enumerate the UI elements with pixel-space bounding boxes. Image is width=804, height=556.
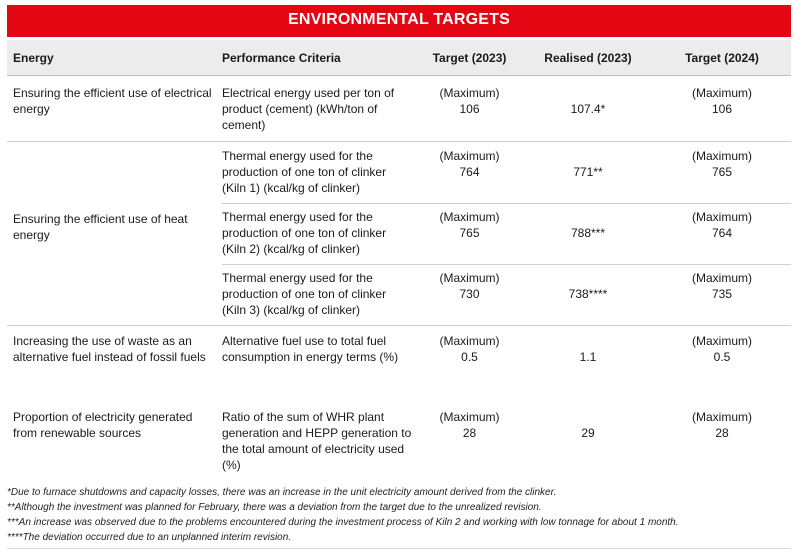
table-row: Ensuring the efficient use of electrical… (7, 85, 791, 140)
energy-cell: Proportion of electricity generated from… (13, 410, 193, 440)
header-target-2024: Target (2024) (685, 51, 759, 65)
criteria-cell: Thermal energy used for the production o… (222, 271, 387, 317)
page-title: ENVIRONMENTAL TARGETS (7, 5, 791, 37)
target-2023-cell: (Maximum) 730 (439, 271, 500, 301)
criteria-cell: Ratio of the sum of WHR plant generation… (222, 410, 412, 472)
row-divider (222, 203, 791, 204)
criteria-cell: Alternative fuel use to total fuel consu… (222, 334, 399, 364)
target-2024-cell: (Maximum) 0.5 (692, 334, 752, 364)
target-2023-cell: (Maximum) 106 (439, 86, 500, 116)
header-energy: Energy (13, 51, 54, 65)
energy-cell: Increasing the use of waste as an altern… (13, 334, 206, 364)
target-2024-cell: (Maximum) 765 (692, 149, 752, 179)
table-row: Increasing the use of waste as an altern… (7, 333, 791, 393)
energy-cell: Ensuring the efficient use of heat energ… (13, 212, 188, 242)
target-2023-cell: (Maximum) 28 (439, 410, 500, 440)
table-row: Proportion of electricity generated from… (7, 409, 791, 477)
footnotes: *Due to furnace shutdowns and capacity l… (7, 485, 797, 545)
target-2024-cell: (Maximum) 28 (692, 410, 752, 440)
row-divider (222, 264, 791, 265)
header-realised-2023: Realised (2023) (544, 51, 632, 65)
realised-2023-cell: 1.1 (579, 350, 597, 364)
target-2024-cell: (Maximum) 735 (692, 271, 752, 301)
row-divider (7, 325, 791, 326)
realised-2023-cell: 771** (573, 165, 603, 179)
criteria-cell: Thermal energy used for the production o… (222, 149, 387, 195)
footnote: ****The deviation occurred due to an unp… (7, 532, 292, 543)
bottom-divider (7, 548, 791, 549)
footnote: ***An increase was observed due to the p… (7, 517, 679, 528)
footnote: *Due to furnace shutdowns and capacity l… (7, 487, 557, 498)
criteria-cell: Electrical energy used per ton of produc… (222, 86, 395, 132)
realised-2023-cell: 738**** (568, 287, 608, 301)
table-row: Ensuring the efficient use of heat energ… (7, 141, 791, 325)
target-2024-cell: (Maximum) 106 (692, 86, 752, 116)
row-divider (7, 141, 791, 142)
header-criteria: Performance Criteria (222, 51, 341, 65)
target-2023-cell: (Maximum) 764 (439, 149, 500, 179)
realised-2023-cell: 29 (581, 426, 595, 440)
target-2023-cell: (Maximum) 0.5 (439, 334, 500, 364)
target-2024-cell: (Maximum) 764 (692, 210, 752, 240)
criteria-cell: Thermal energy used for the production o… (222, 210, 387, 256)
realised-2023-cell: 788*** (570, 226, 606, 240)
header-target-2023: Target (2023) (432, 51, 507, 65)
table-header: Energy Performance Criteria Target (2023… (7, 40, 791, 76)
realised-2023-cell: 107.4* (570, 102, 606, 116)
target-2023-cell: (Maximum) 765 (439, 210, 500, 240)
energy-cell: Ensuring the efficient use of electrical… (13, 86, 212, 116)
footnote: **Although the investment was planned fo… (7, 502, 542, 513)
